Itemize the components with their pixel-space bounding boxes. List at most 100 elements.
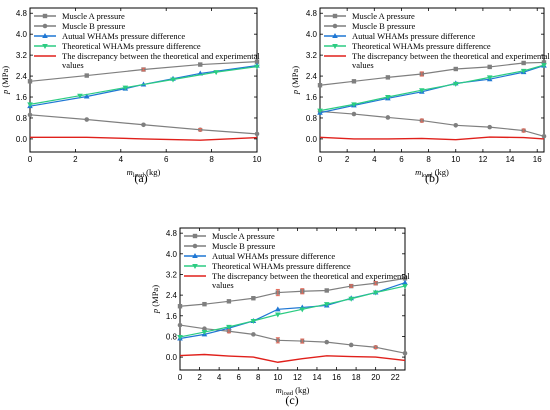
- point-theoretical: [486, 75, 493, 81]
- legend-label: Muscle A pressure: [352, 11, 415, 21]
- legend-item-muscle_a: Muscle A pressure: [34, 11, 125, 21]
- point-muscle_a: [402, 276, 408, 281]
- point-actual: [275, 306, 281, 312]
- y-tick-label: 4.8: [16, 9, 28, 18]
- x-tick-label: 16: [533, 155, 542, 164]
- point-muscle_a: [317, 83, 323, 88]
- y-tick-label: 3.2: [16, 51, 28, 60]
- point-muscle_b: [351, 111, 357, 117]
- error-bar: [198, 127, 203, 132]
- point-actual: [402, 279, 408, 285]
- x-tick-label: 10: [451, 155, 460, 164]
- point-theoretical: [254, 64, 260, 70]
- legend-label: Autual WHAMs pressure difference: [352, 31, 475, 41]
- y-tick-label: 2.4: [306, 72, 318, 81]
- y-tick-label: 3.2: [306, 51, 318, 60]
- x-tick-label: 2: [197, 373, 202, 382]
- y-tick-label: 4.0: [166, 250, 178, 259]
- point-theoretical: [250, 318, 257, 324]
- point-muscle_b: [84, 117, 90, 122]
- legend-item-muscle_b: Muscle B pressure: [184, 241, 275, 251]
- point-muscle_a: [351, 79, 357, 84]
- error-bar: [141, 67, 146, 72]
- y-tick-label: 0.0: [166, 353, 178, 362]
- y-tick-label: 0.0: [306, 135, 318, 144]
- chart-panel-c: 0.0 0.8 1.6 2.4 3.2 4.0 4.8 0 2 4 6 8 10 12 14 16 18 20 22…: [150, 227, 410, 407]
- point-muscle_a: [385, 75, 391, 80]
- y-tick-label: 2.4: [16, 72, 28, 81]
- plot-frame: [319, 7, 545, 153]
- y-axis-label: p (MPa): [150, 285, 160, 314]
- legend-marker: [332, 33, 338, 38]
- legend-label: Muscle B pressure: [212, 241, 275, 251]
- legend-label: Autual WHAMs pressure difference: [212, 251, 335, 261]
- point-muscle_a: [541, 60, 547, 65]
- point-muscle_b: [177, 322, 183, 328]
- series-line-muscle_b: [179, 324, 406, 354]
- x-axis-label: mload (kg): [127, 167, 161, 179]
- point-muscle_a: [177, 304, 183, 309]
- point-muscle_a: [521, 60, 526, 66]
- y-tick-label: 1.6: [16, 93, 28, 102]
- point-theoretical: [348, 296, 354, 302]
- legend-item-muscle_b: Muscle B pressure: [324, 21, 415, 31]
- legend-label: The discrepancy between the theoretical …: [212, 271, 410, 281]
- point-theoretical: [385, 95, 391, 101]
- error-bar: [300, 288, 305, 295]
- y-tick-label: 4.0: [306, 30, 318, 39]
- point-theoretical: [372, 290, 379, 296]
- error-bar: [419, 71, 424, 77]
- point-theoretical: [351, 102, 357, 108]
- y-tick-label: 4.8: [166, 229, 178, 238]
- point-muscle_b: [254, 131, 260, 137]
- panel-label: (a): [134, 171, 147, 185]
- error-bar: [521, 128, 526, 133]
- x-tick-label: 2: [73, 155, 78, 164]
- legend-label-cont: values: [352, 60, 374, 70]
- series-line-muscle_b: [319, 110, 545, 137]
- x-tick-label: 8: [426, 155, 431, 164]
- legend-marker: [42, 33, 48, 38]
- legend-label-cont: values: [212, 280, 234, 290]
- x-tick-label: 10: [253, 155, 262, 164]
- x-tick-label: 6: [399, 155, 404, 164]
- x-tick-label: 10: [273, 373, 282, 382]
- legend-marker: [332, 44, 338, 49]
- legend-item-muscle_a: Muscle A pressure: [184, 231, 275, 241]
- point-theoretical: [402, 284, 408, 290]
- x-tick-label: 12: [478, 155, 487, 164]
- legend-label: Theoretical WHAMs pressure difference: [62, 41, 201, 51]
- legend-label: Theoretical WHAMs pressure difference: [352, 41, 491, 51]
- point-theoretical: [520, 68, 527, 74]
- x-tick-label: 14: [506, 155, 515, 164]
- point-theoretical: [419, 88, 425, 94]
- point-muscle_b: [251, 332, 256, 337]
- y-axis-label: p (MPa): [290, 66, 300, 95]
- x-tick-label: 0: [28, 155, 33, 164]
- x-tick-label: 0: [318, 155, 323, 164]
- series-line-theoretical: [179, 285, 406, 338]
- legend-marker: [42, 23, 48, 29]
- legend-item-theoretical: Theoretical WHAMs pressure difference: [34, 41, 201, 51]
- series-line-theoretical: [29, 66, 258, 105]
- y-tick-label: 1.6: [306, 93, 318, 102]
- chart-panel-a: 0.0 0.8 1.6 2.4 3.2 4.0 4.8 0 2 4 6 8 10 mload (kg) p …: [0, 7, 262, 185]
- point-muscle_a: [84, 73, 89, 78]
- legend-label: Muscle B pressure: [352, 21, 415, 31]
- legend-marker: [332, 13, 338, 19]
- error-bar: [226, 329, 231, 334]
- x-tick-label: 4: [217, 373, 222, 382]
- point-theoretical: [541, 63, 547, 69]
- x-tick-label: 8: [256, 373, 261, 382]
- legend-marker: [192, 264, 198, 269]
- point-theoretical: [77, 93, 83, 99]
- point-muscle_a: [487, 64, 492, 70]
- point-muscle_a: [251, 296, 256, 301]
- series-line-muscle_a: [319, 61, 545, 86]
- legend-marker: [332, 23, 338, 29]
- point-muscle_b: [487, 124, 492, 130]
- x-tick-label: 6: [164, 155, 169, 164]
- error-bar: [373, 345, 378, 350]
